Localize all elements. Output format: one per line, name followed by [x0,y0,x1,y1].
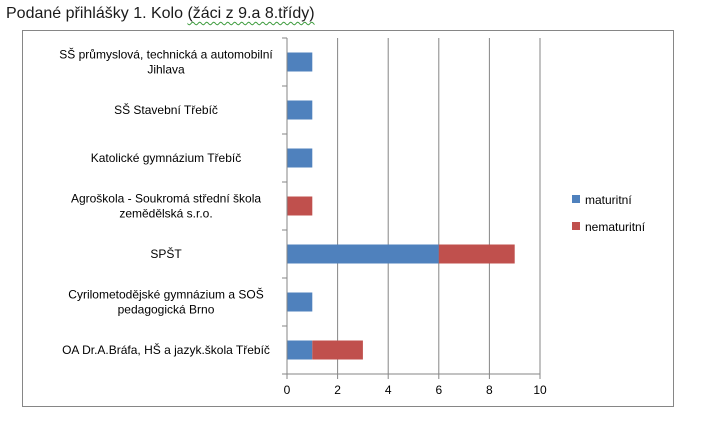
x-tick-label: 2 [334,383,341,397]
legend-swatch [572,195,580,203]
x-tick-label: 6 [435,383,442,397]
bar-nematuritni [312,340,363,360]
category-label: OA Dr.A.Bráfa, HŠ a jazyk.škola Třebíč [62,342,270,357]
x-tick-label: 8 [486,383,493,397]
category-label: Agroškola - Soukromá střední škola zemědě… [71,192,261,221]
bar-maturitni [287,244,439,264]
x-tick-label: 4 [385,383,392,397]
bar-maturitni [287,148,313,168]
legend-label: maturitní [585,193,632,207]
category-label: Katolické gymnázium Třebíč [91,151,242,165]
bar-nematuritni [287,196,313,216]
bar-maturitni [287,100,313,120]
category-label: SŠ Stavební Třebíč [114,102,218,117]
bar-nematuritni [438,244,515,264]
page-title-main: Podané přihlášky 1. Kolo [6,5,188,22]
category-label: SŠ průmyslová, technická a automobilní Ji… [59,47,273,77]
category-label: Cyrilometodějské gymnázium a SOŠ pedagogi… [68,287,263,317]
bar-maturitni [287,52,313,72]
bar-maturitni [287,340,313,360]
x-tick-label: 10 [533,383,547,397]
page-title-subtitle: (žáci z 9.a 8.třídy) [187,5,315,22]
legend-swatch [572,222,580,230]
bar-maturitni [287,292,313,312]
page-title: Podané přihlášky 1. Kolo (žáci z 9.a 8.t… [6,5,315,23]
category-label: SPŠT [150,246,182,261]
x-tick-label: 0 [284,383,291,397]
legend-label: nematuritní [585,220,646,234]
